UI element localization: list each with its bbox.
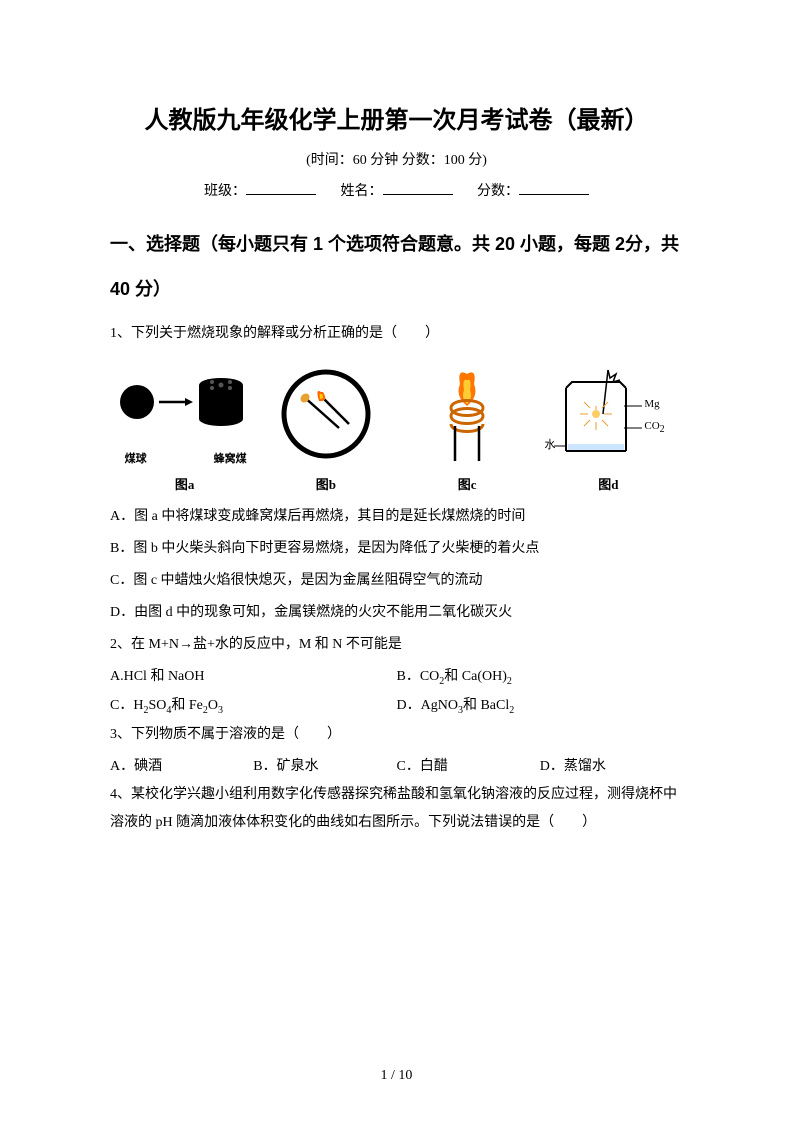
q3-option-c: C．白醋 (397, 753, 540, 781)
score-blank (519, 179, 589, 195)
q1-stem: 1、下列关于燃烧现象的解释或分析正确的是（ ） (110, 320, 683, 348)
q2-options-row1: A.HCl 和 NaOH B．CO2和 Ca(OH)2 (110, 663, 683, 692)
q2-stem: 2、在 M+N→盐+水的反应中，M 和 N 不可能是 (110, 631, 683, 659)
q1-option-d: D．由图 d 中的现象可知，金属镁燃烧的火灾不能用二氧化碳灭火 (110, 599, 683, 627)
q1-figures: 煤球 蜂窝煤 图a 图b 图c (110, 360, 683, 493)
exam-subtitle: (时间：60 分钟 分数：100 分) (110, 149, 683, 169)
class-blank (246, 179, 316, 195)
q2-option-d: D．AgNO3和 BaCl2 (397, 692, 684, 721)
q1-option-a: A．图 a 中将煤球变成蜂窝煤后再燃烧，其目的是延长煤燃烧的时间 (110, 503, 683, 531)
figure-d: Mg CO2 水 图d (538, 366, 679, 493)
page-footer: 1 / 10 (0, 1068, 793, 1084)
q3-option-d: D．蒸馏水 (540, 753, 683, 781)
name-label: 姓名： (341, 184, 383, 199)
q3-option-a: A．碘酒 (110, 753, 253, 781)
figure-a: 煤球 蜂窝煤 图a (114, 360, 255, 493)
class-label: 班级： (204, 184, 246, 199)
q3-options: A．碘酒 B．矿泉水 C．白醋 D．蒸馏水 (110, 753, 683, 781)
q1-option-c: C．图 c 中蜡烛火焰很快熄灭，是因为金属丝阻碍空气的流动 (110, 567, 683, 595)
q3-option-b: B．矿泉水 (253, 753, 396, 781)
exam-title: 人教版九年级化学上册第一次月考试卷（最新） (110, 100, 683, 135)
fig-c-caption: 图c (458, 474, 477, 493)
q4-stem: 4、某校化学兴趣小组利用数字化传感器探究稀盐酸和氢氧化钠溶液的反应过程，测得烧杯… (110, 781, 683, 837)
figure-b: 图b (255, 366, 396, 493)
fig-b-caption: 图b (316, 474, 336, 493)
section-1-heading: 一、选择题（每小题只有 1 个选项符合题意。共 20 小题，每题 2分，共 40… (110, 222, 683, 312)
fig-a-label-1: 煤球 (125, 450, 147, 466)
fig-a-label-2: 蜂窝煤 (214, 450, 247, 466)
fig-a-caption: 图a (175, 474, 195, 493)
q2-options-row2: C．H2SO4和 Fe2O3 D．AgNO3和 BaCl2 (110, 692, 683, 721)
fig-d-water-label: 水 (544, 436, 555, 452)
q3-stem: 3、下列物质不属于溶液的是（ ） (110, 721, 683, 749)
student-info-row: 班级： 姓名： 分数： (110, 179, 683, 200)
q2-option-c: C．H2SO4和 Fe2O3 (110, 692, 397, 721)
fig-d-caption: 图d (598, 474, 618, 493)
fig-d-mg-label: Mg (644, 398, 659, 410)
q2-option-b: B．CO2和 Ca(OH)2 (397, 663, 684, 692)
score-label: 分数： (477, 184, 519, 199)
figure-c: 图c (397, 366, 538, 493)
fig-d-co2-label: CO2 (644, 420, 664, 435)
q2-option-a: A.HCl 和 NaOH (110, 663, 397, 692)
q1-option-b: B．图 b 中火柴头斜向下时更容易燃烧，是因为降低了火柴梗的着火点 (110, 535, 683, 563)
name-blank (383, 179, 453, 195)
